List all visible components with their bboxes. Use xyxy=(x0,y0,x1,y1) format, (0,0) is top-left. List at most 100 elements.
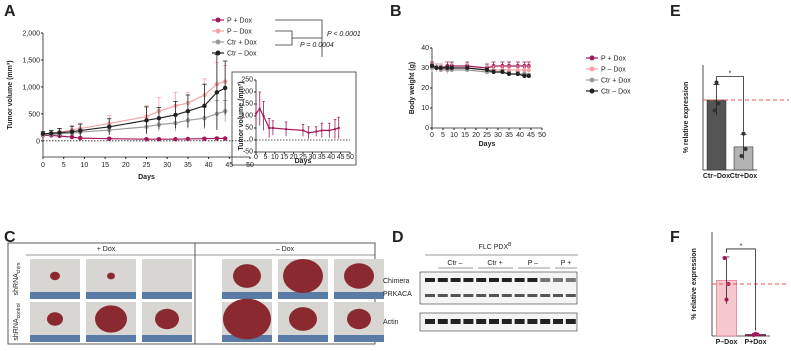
legend-label: P + Dox xyxy=(227,18,252,25)
tumor xyxy=(283,259,323,293)
x-tick-label: 25 xyxy=(483,132,491,139)
x-tick-label: 50 xyxy=(538,132,546,139)
point xyxy=(222,136,228,141)
band xyxy=(476,319,487,324)
band xyxy=(527,319,538,324)
x-tick-label: 40 xyxy=(205,162,213,169)
ruler xyxy=(86,292,136,299)
point xyxy=(515,72,520,76)
legend-label: Ctr – Dox xyxy=(601,89,631,96)
x-tick-label: 45 xyxy=(225,162,233,169)
band xyxy=(437,319,448,324)
band xyxy=(540,319,551,324)
y-tick-label: 200 xyxy=(241,88,253,95)
blot xyxy=(419,271,578,332)
y-tick-label: 20 xyxy=(421,85,429,92)
column-label: – Dox xyxy=(276,246,295,253)
point xyxy=(301,129,305,132)
band xyxy=(540,294,551,297)
point xyxy=(262,114,265,118)
ruler xyxy=(30,335,80,342)
x-axis-title: Days xyxy=(479,141,496,148)
x-tick-label: 0 xyxy=(430,132,434,139)
point xyxy=(173,112,178,118)
inset-frame xyxy=(231,71,357,166)
panel-label: B xyxy=(390,3,402,20)
point xyxy=(500,70,505,74)
x-tick-label: 0 xyxy=(41,162,45,169)
band xyxy=(540,278,551,282)
x-axis-title: Days xyxy=(138,174,155,181)
y-tick-label: 50 xyxy=(245,124,253,131)
legend-label: P – Dox xyxy=(227,29,252,36)
x-tick-label: 15 xyxy=(101,162,109,169)
point xyxy=(724,297,729,302)
ruler xyxy=(142,335,192,342)
y-tick-label: 1,000 xyxy=(22,84,40,91)
y-tick-label: 1,500 xyxy=(22,57,40,64)
ruler xyxy=(334,335,384,342)
band xyxy=(514,319,525,324)
tumor xyxy=(95,305,127,333)
x-tick-label: P–Dox xyxy=(716,339,738,346)
tumor xyxy=(289,307,317,331)
point xyxy=(714,80,719,85)
point xyxy=(328,129,331,132)
point xyxy=(69,129,75,134)
point xyxy=(522,74,527,78)
band xyxy=(527,294,538,297)
point xyxy=(185,136,191,142)
y-tick-label: -50 xyxy=(243,148,253,155)
band xyxy=(450,278,461,282)
band xyxy=(425,278,435,282)
point xyxy=(254,112,258,115)
point xyxy=(173,137,178,142)
x-tick-label: 20 xyxy=(290,154,298,161)
y-axis-title: % relative expression xyxy=(691,248,698,320)
y-tick-label: 0 xyxy=(425,125,429,132)
band xyxy=(489,294,499,297)
point xyxy=(258,107,261,111)
point xyxy=(491,70,496,74)
point xyxy=(465,66,470,70)
x-tick-label: 10 xyxy=(81,162,89,169)
y-axis-title: Body weight (g) xyxy=(409,62,416,115)
point xyxy=(78,135,83,141)
x-tick-label: 5 xyxy=(62,162,66,169)
tumor xyxy=(347,308,371,330)
point xyxy=(222,85,228,91)
point xyxy=(307,131,310,134)
p-value: P = 0.0004 xyxy=(300,42,334,49)
blot-title: FLC PDXB xyxy=(479,242,513,251)
photo-panel xyxy=(7,242,384,345)
point xyxy=(438,66,443,70)
x-tick-label: 45 xyxy=(337,154,345,161)
point xyxy=(445,66,450,70)
band xyxy=(463,278,474,282)
y-tick-label: 40 xyxy=(421,45,429,52)
x-tick-label: Ctr–Dox xyxy=(703,173,730,180)
legend-marker xyxy=(215,17,221,23)
tumor xyxy=(155,308,179,330)
tumor xyxy=(233,264,261,288)
legend-marker xyxy=(589,55,595,61)
x-tick-label: 5 xyxy=(263,154,267,161)
x-tick-label: 30 xyxy=(494,132,502,139)
x-tick-label: 15 xyxy=(280,154,288,161)
band xyxy=(437,294,448,297)
point xyxy=(526,74,531,78)
point xyxy=(57,130,62,135)
point xyxy=(712,108,717,113)
row-label: shRNAcontrol xyxy=(13,303,22,340)
band xyxy=(527,278,538,282)
tumor xyxy=(344,263,374,289)
band xyxy=(489,319,499,324)
x-tick-label: 0 xyxy=(254,154,258,161)
point xyxy=(214,90,220,95)
legend-label: Ctr – Dox xyxy=(227,51,257,58)
point xyxy=(449,66,454,70)
legend-marker xyxy=(215,28,221,34)
legend-marker xyxy=(589,88,595,94)
significance: * xyxy=(729,71,732,78)
y-tick-label: 150 xyxy=(241,100,253,107)
